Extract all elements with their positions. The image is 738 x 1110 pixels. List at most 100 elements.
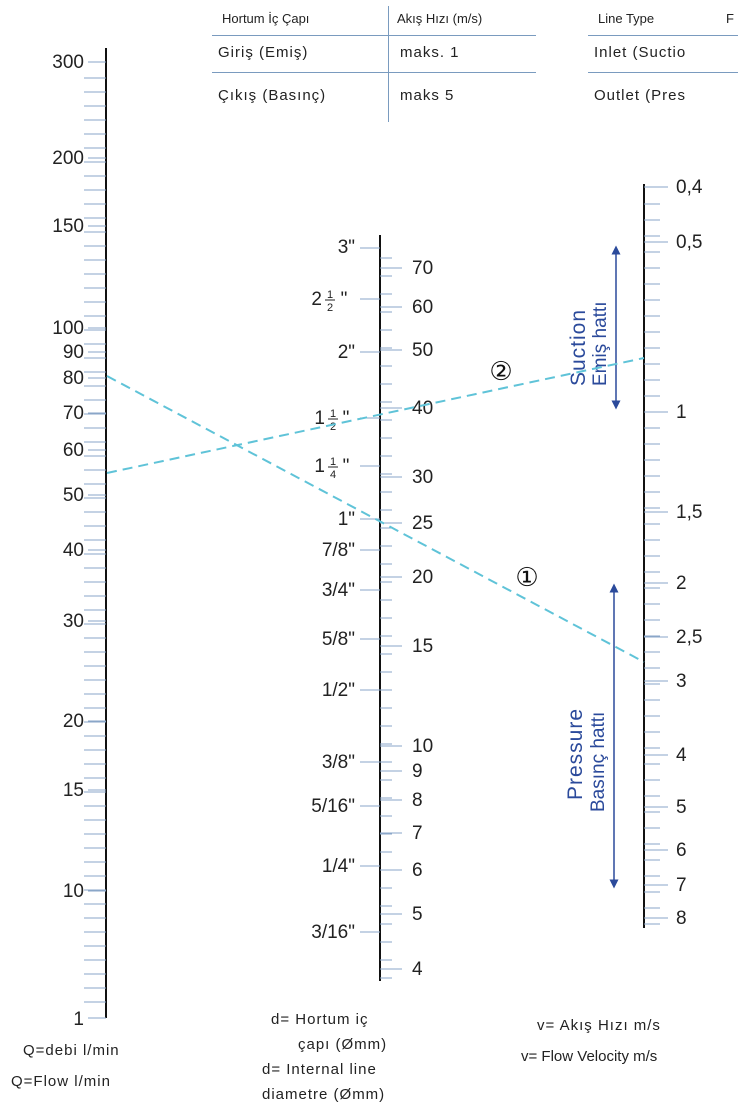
pressure-label-en: Pressure (564, 708, 587, 800)
diameter-inch-3: 3" (338, 237, 355, 258)
table-column-divider (388, 6, 389, 122)
svg-text:": " (343, 456, 350, 477)
velocity-label-2: 2 (676, 573, 687, 594)
diameter-inch-1: 1" (338, 509, 355, 530)
svg-text:2: 2 (327, 302, 333, 314)
velocity-label-5: 5 (676, 797, 687, 818)
diameter-mm-15: 15 (412, 636, 433, 657)
flow-label-50: 50 (63, 485, 84, 506)
diameter-mm-40: 40 (412, 398, 433, 419)
velocity-label-0-5: 0,5 (676, 232, 702, 253)
table-header-hose-diameter: Hortum İç Çapı (222, 11, 310, 26)
table-divider (588, 35, 738, 36)
table-header-line-type: Line Type (598, 11, 655, 26)
diameter-inch-2-1-2: 2 1 2 " (311, 289, 347, 314)
example-line-1 (106, 375, 645, 663)
diameter-mm-7: 7 (412, 823, 423, 844)
diameter-mm-4: 4 (412, 959, 423, 980)
flow-major-ticks (88, 61, 106, 1019)
example-lines: ① ② (106, 357, 645, 663)
diameter-scale: 3" 2 1 2 " 2" 1 1 2 " 1 1 4 " 1" 7/8" 3/… (262, 235, 433, 1103)
velocity-label-4: 4 (676, 745, 687, 766)
flow-label-60: 60 (63, 440, 84, 461)
diameter-mm-20: 20 (412, 567, 433, 588)
velocity-label-1-5: 1,5 (676, 502, 702, 523)
example-marker-1: ① (515, 563, 538, 593)
velocity-label-2-5: 2,5 (676, 627, 702, 648)
diameter-mm-25: 25 (412, 513, 433, 534)
table-divider (588, 72, 738, 73)
diameter-ticks (360, 247, 402, 979)
diameter-caption-en-1: d= Internal line (262, 1061, 377, 1078)
diameter-inch-3-16: 3/16" (311, 922, 355, 943)
table-cell-inlet: Giriş (Emiş) (218, 44, 309, 61)
diameter-caption-tr-1: d= Hortum iç (271, 1011, 368, 1028)
table-cell-outlet-max: maks 5 (400, 87, 455, 104)
pressure-label-tr: Basınç hattı (588, 712, 609, 812)
table-cell-outlet: Çıkış (Basınç) (218, 87, 327, 104)
flow-label-100: 100 (52, 318, 84, 339)
flow-label-30: 30 (63, 611, 84, 632)
flow-scale: 300 200 150 100 90 80 70 60 50 40 30 20 … (11, 48, 120, 1090)
diameter-inch-5-8: 5/8" (322, 629, 355, 650)
velocity-label-7: 7 (676, 875, 687, 896)
flow-caption-en: Q=Flow l/min (11, 1073, 111, 1090)
svg-text:1: 1 (314, 456, 325, 477)
diameter-inch-2: 2" (338, 342, 355, 363)
diameter-mm-30: 30 (412, 467, 433, 488)
flow-label-90: 90 (63, 342, 84, 363)
velocity-label-8: 8 (676, 908, 687, 929)
diameter-mm-8: 8 (412, 790, 423, 811)
svg-text:1: 1 (314, 408, 325, 429)
flow-label-40: 40 (63, 540, 84, 561)
svg-text:": " (343, 408, 350, 429)
velocity-label-3: 3 (676, 671, 687, 692)
diameter-mm-5: 5 (412, 904, 423, 925)
table-divider (212, 72, 536, 73)
table-divider (212, 35, 536, 36)
svg-text:1: 1 (327, 289, 333, 301)
table-header-flow: F (726, 11, 734, 26)
velocity-label-6: 6 (676, 840, 687, 861)
table-cell-inlet-max: maks. 1 (400, 44, 460, 61)
svg-text:": " (341, 289, 348, 310)
flow-label-20: 20 (63, 711, 84, 732)
diameter-mm-60: 60 (412, 297, 433, 318)
diameter-inch-7-8: 7/8" (322, 540, 355, 561)
svg-text:4: 4 (330, 469, 336, 481)
example-line-2 (106, 357, 645, 474)
diameter-mm-10: 10 (412, 736, 433, 757)
flow-label-300: 300 (52, 52, 84, 73)
diameter-inch-5-16: 5/16" (311, 796, 355, 817)
flow-label-70: 70 (63, 403, 84, 424)
flow-label-1: 1 (73, 1009, 84, 1030)
flow-label-80: 80 (63, 368, 84, 389)
velocity-scale: 0,4 0,5 1 1,5 2 2,5 3 4 5 6 7 8 v= Akış … (521, 177, 703, 1065)
flow-minor-ticks (84, 77, 106, 1003)
table-cell-inlet-en: Inlet (Suctio (594, 44, 687, 61)
diameter-inch-3-4: 3/4" (322, 580, 355, 601)
diameter-mm-9: 9 (412, 761, 423, 782)
svg-text:2: 2 (311, 289, 322, 310)
diameter-inch-1-1-4: 1 1 4 " (314, 456, 349, 481)
table-header-flow-speed: Akış Hızı (m/s) (397, 11, 483, 26)
diameter-inch-1-1-2: 1 1 2 " (314, 408, 349, 433)
flow-label-15: 15 (63, 780, 84, 801)
velocity-caption-tr: v= Akış Hızı m/s (537, 1017, 661, 1034)
flow-caption-tr: Q=debi l/min (23, 1042, 120, 1059)
velocity-caption-en: v= Flow Velocity m/s (521, 1048, 657, 1065)
velocity-ticks (644, 186, 668, 925)
diameter-inch-1-2: 1/2" (322, 680, 355, 701)
svg-text:1: 1 (330, 408, 336, 420)
diameter-mm-50: 50 (412, 340, 433, 361)
diameter-mm-6: 6 (412, 860, 423, 881)
example-marker-2: ② (489, 357, 512, 387)
table-cell-outlet-en: Outlet (Pres (594, 87, 687, 104)
svg-text:1: 1 (330, 456, 336, 468)
flow-label-150: 150 (52, 216, 84, 237)
diameter-mm-70: 70 (412, 258, 433, 279)
flow-label-10: 10 (63, 881, 84, 902)
pressure-zone: Pressure Basınç hattı (564, 583, 619, 889)
suction-label-tr: Emiş hattı (590, 302, 611, 386)
